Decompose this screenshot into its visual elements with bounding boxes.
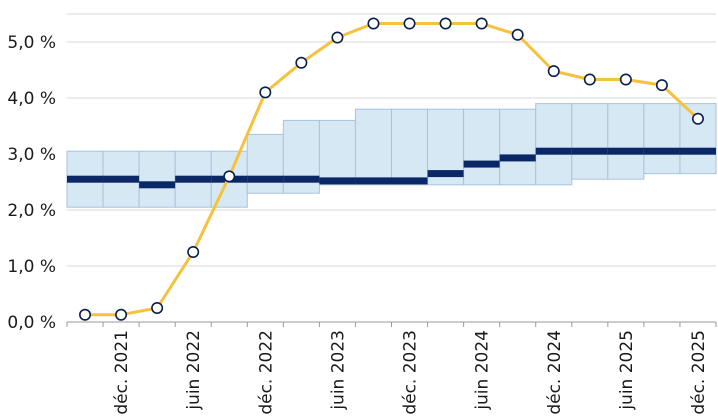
x-tick-label: déc. 2023 — [401, 330, 421, 415]
median-marker — [391, 177, 428, 185]
x-axis-ticks: déc. 2021 juin 2022 déc. 2022 juin 2023 déc.… — [112, 330, 709, 415]
x-tick-label: juin 2025 — [617, 330, 637, 411]
policy-rate-point — [547, 65, 560, 78]
policy-rate-point — [691, 112, 704, 125]
policy-rate-point — [79, 308, 92, 321]
policy-rate-point — [583, 73, 596, 86]
policy-rate-point — [475, 17, 488, 30]
range-band — [679, 103, 717, 175]
x-tick-label: juin 2023 — [328, 330, 348, 411]
policy-rate-point — [331, 31, 344, 44]
y-tick-label: 1,0 % — [7, 257, 56, 277]
y-tick-label: 4,0 % — [7, 89, 56, 109]
y-axis: 0,0 % 1,0 % 2,0 % 3,0 % 4,0 % 5,0 % — [7, 33, 56, 333]
range-band — [354, 108, 393, 186]
x-tick-label: déc. 2025 — [689, 330, 709, 415]
range-band — [391, 108, 429, 186]
policy-rate-point — [115, 308, 128, 321]
range-band — [499, 108, 537, 186]
median-marker — [67, 175, 104, 183]
policy-rate-point — [223, 170, 236, 183]
median-marker — [139, 181, 176, 189]
median-marker — [103, 175, 140, 183]
range-band — [535, 103, 573, 186]
median-marker — [319, 177, 356, 185]
policy-rate-point — [439, 17, 452, 30]
x-tick-label: déc. 2024 — [545, 330, 565, 415]
policy-rate-point — [619, 73, 632, 86]
range-band — [463, 108, 501, 186]
x-axis — [66, 321, 717, 327]
policy-rate-point — [655, 79, 668, 92]
x-tick-label: déc. 2021 — [112, 330, 132, 415]
policy-rate-series — [79, 17, 704, 321]
median-marker — [355, 177, 392, 185]
median-marker — [499, 154, 536, 162]
median-marker — [571, 147, 608, 155]
y-tick-label: 5,0 % — [7, 33, 56, 53]
median-marker — [247, 175, 284, 183]
median-marker — [283, 175, 320, 183]
range-band — [138, 150, 176, 208]
median-marker — [679, 147, 716, 155]
y-tick-label: 0,0 % — [7, 313, 56, 333]
range-band — [246, 133, 284, 194]
policy-rate-point — [367, 17, 380, 30]
range-bands — [66, 103, 717, 208]
policy-rate-point — [259, 86, 272, 99]
median-marker — [535, 147, 572, 155]
range-band — [607, 103, 645, 180]
y-tick-label: 3,0 % — [7, 145, 56, 165]
policy-rate-point — [511, 28, 524, 41]
median-marker — [175, 175, 212, 183]
policy-rate-point — [403, 17, 416, 30]
median-marker — [643, 147, 680, 155]
median-marker — [463, 160, 500, 168]
y-tick-label: 2,0 % — [7, 201, 56, 221]
policy-rate-point — [187, 246, 200, 259]
x-tick-label: juin 2022 — [184, 330, 204, 411]
policy-rate-point — [295, 56, 308, 69]
range-band — [643, 103, 681, 175]
median-marker — [427, 170, 464, 178]
policy-rate-line — [85, 22, 699, 317]
range-band — [571, 103, 609, 180]
range-band — [318, 119, 356, 186]
policy-rate-point — [151, 301, 164, 314]
x-tick-label: juin 2024 — [473, 330, 493, 411]
x-tick-label: déc. 2022 — [256, 330, 276, 415]
median-marker — [607, 147, 644, 155]
